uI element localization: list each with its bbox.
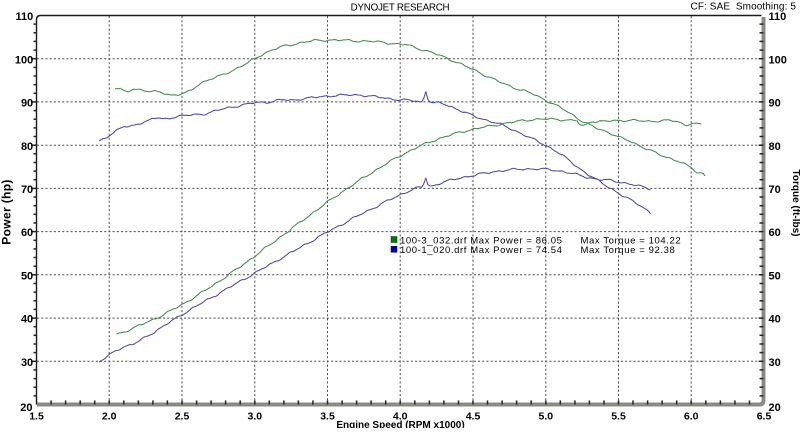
svg-text:2.0: 2.0 [102, 411, 117, 423]
svg-text:Max Torque = 92.38: Max Torque = 92.38 [581, 245, 676, 256]
svg-text:40: 40 [21, 314, 33, 326]
svg-text:6.5: 6.5 [757, 411, 772, 423]
svg-text:100-3_032.drf Max Power = 86.0: 100-3_032.drf Max Power = 86.05 [400, 235, 563, 246]
svg-text:30: 30 [21, 357, 33, 369]
svg-text:100: 100 [15, 54, 33, 66]
svg-text:Power (hp): Power (hp) [0, 179, 14, 245]
svg-text:Engine Speed (RPM x1000): Engine Speed (RPM x1000) [336, 420, 464, 428]
svg-text:80: 80 [21, 141, 33, 153]
svg-text:60: 60 [769, 227, 781, 239]
svg-text:100-1_020.drf Max Power = 74.5: 100-1_020.drf Max Power = 74.54 [400, 245, 563, 256]
svg-text:3.0: 3.0 [247, 411, 262, 423]
svg-text:110: 110 [15, 11, 33, 23]
svg-text:50: 50 [769, 270, 781, 282]
svg-text:2.5: 2.5 [175, 411, 190, 423]
svg-text:5.5: 5.5 [611, 411, 626, 423]
svg-text:4.5: 4.5 [466, 411, 481, 423]
svg-text:50: 50 [21, 270, 33, 282]
svg-text:90: 90 [769, 98, 781, 110]
svg-text:60: 60 [21, 227, 33, 239]
svg-text:40: 40 [769, 314, 781, 326]
svg-text:70: 70 [769, 184, 781, 196]
svg-text:6.0: 6.0 [684, 411, 699, 423]
svg-text:4.0: 4.0 [393, 411, 408, 423]
svg-text:Max Torque = 104.22: Max Torque = 104.22 [581, 235, 682, 246]
svg-text:Torque (ft-lbs): Torque (ft-lbs) [790, 169, 800, 236]
svg-text:3.5: 3.5 [320, 411, 335, 423]
svg-text:70: 70 [21, 184, 33, 196]
svg-text:CF: SAE Smoothing: 5: CF: SAE Smoothing: 5 [691, 1, 797, 12]
svg-text:30: 30 [769, 357, 781, 369]
svg-text:1.5: 1.5 [29, 411, 44, 423]
svg-text:5.0: 5.0 [538, 411, 553, 423]
svg-text:DYNOJET RESEARCH: DYNOJET RESEARCH [351, 3, 450, 14]
svg-text:20: 20 [20, 402, 32, 414]
svg-text:20: 20 [769, 402, 781, 414]
svg-text:100: 100 [769, 54, 787, 66]
svg-text:110: 110 [769, 11, 787, 23]
svg-text:90: 90 [21, 98, 33, 110]
svg-text:80: 80 [769, 141, 781, 153]
